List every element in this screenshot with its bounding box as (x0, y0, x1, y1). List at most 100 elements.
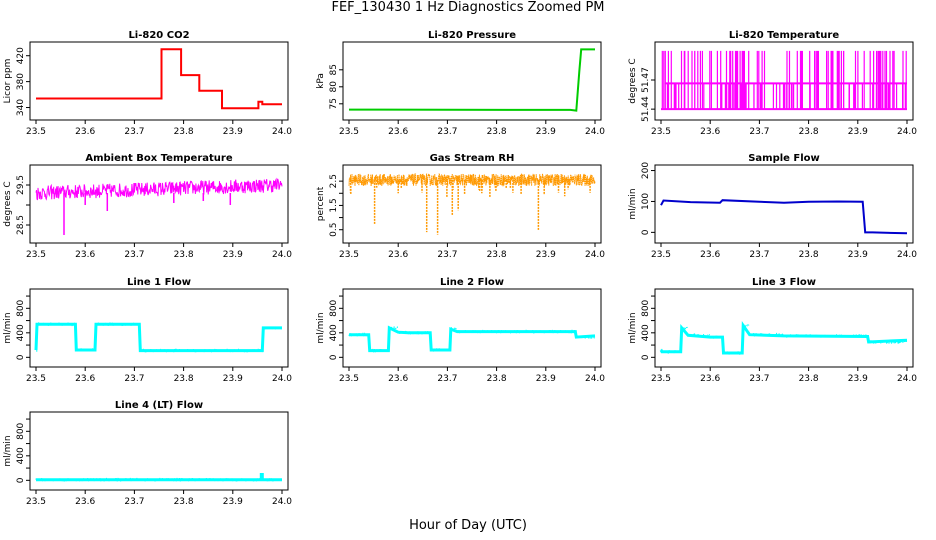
panel-title: Li-820 CO2 (128, 30, 189, 41)
x-tick-label: 23.9 (536, 374, 556, 384)
plot-frame (342, 164, 602, 244)
x-tick-label: 23.6 (75, 250, 95, 260)
y-tick-label: 0 (16, 477, 26, 483)
series-group (35, 473, 282, 482)
y-axis-label: ml/min (316, 312, 326, 343)
x-tick-label: 23.9 (848, 250, 868, 260)
y-axis-label: kPa (316, 73, 326, 89)
y-tick-label: 420 (16, 47, 26, 64)
plot-frame (29, 41, 289, 121)
series-line (36, 48, 282, 110)
panel-2: Li-820 Temperature 23.5 23.6 23.7 23.8 23.9 24… (628, 30, 917, 137)
panel-1: Li-820 Pressure 23.5 23.6 23.7 23.8 23.9 24.0 7… (316, 30, 605, 137)
y-tick-label: 0 (641, 229, 651, 235)
x-tick-label: 24.0 (272, 374, 292, 384)
series-line (36, 473, 282, 482)
plot-frame (342, 288, 602, 368)
series-noise (348, 326, 595, 353)
y-tick-label: 400 (16, 324, 26, 341)
x-tick-label: 23.7 (749, 127, 769, 137)
series-line (660, 199, 908, 235)
x-tick-label: 23.8 (487, 374, 507, 384)
x-tick-label: 23.8 (799, 250, 819, 260)
panel-title: Li-820 Temperature (729, 30, 839, 41)
panel-title: Line 3 Flow (752, 277, 816, 288)
x-tick-label: 24.0 (585, 374, 605, 384)
panel-title: Gas Stream RH (430, 153, 515, 164)
series-group (660, 199, 908, 235)
y-axis-label: ml/min (628, 188, 638, 219)
panel-0: Li-820 CO2 23.5 23.6 23.7 23.8 23.9 24.0 340 380… (3, 30, 292, 137)
y-tick-label: 100 (641, 193, 651, 210)
y-tick-label: 200 (641, 162, 651, 179)
x-tick-label: 23.7 (124, 497, 144, 507)
panel-4: Gas Stream RH 23.5 23.6 23.7 23.8 23.9 24.0 0.5… (316, 153, 605, 260)
panel-title: Ambient Box Temperature (85, 153, 232, 164)
x-tick-label: 23.5 (651, 127, 671, 137)
panel-6: Line 1 Flow 23.5 23.6 23.7 23.8 23.9 24.0 0 400 8… (3, 277, 292, 384)
plot-frame (654, 41, 914, 121)
x-tick-label: 23.8 (174, 497, 194, 507)
series-noise (35, 474, 282, 482)
y-tick-label: 0 (16, 354, 26, 360)
series-group (348, 172, 596, 235)
y-tick-label: 800 (641, 299, 651, 316)
x-tick-label: 23.6 (75, 374, 95, 384)
x-tick-label: 23.6 (388, 250, 408, 260)
x-tick-label: 24.0 (585, 127, 605, 137)
series-dips (349, 179, 591, 235)
x-tick-label: 23.6 (75, 127, 95, 137)
series-group (348, 325, 596, 353)
panel-title: Sample Flow (748, 153, 820, 164)
plot-frame (654, 288, 914, 368)
x-tick-label: 23.7 (124, 250, 144, 260)
panel-title: Line 2 Flow (440, 277, 504, 288)
y-tick-label: 800 (329, 299, 339, 316)
x-tick-label: 23.9 (536, 127, 556, 137)
x-tick-label: 23.6 (388, 127, 408, 137)
x-tick-label: 23.5 (339, 127, 359, 137)
plot-frame (29, 288, 289, 368)
y-axis-label: ml/min (3, 312, 13, 343)
series-group (36, 48, 282, 110)
y-tick-label: 800 (16, 422, 26, 439)
y-axis-label: Licor ppm (3, 59, 13, 104)
x-tick-label: 23.7 (124, 374, 144, 384)
x-tick-label: 23.5 (651, 374, 671, 384)
y-tick-label: 80 (329, 81, 339, 93)
y-tick-label: 51.44 (641, 96, 651, 122)
plot-frame (29, 411, 289, 491)
x-tick-label: 24.0 (272, 127, 292, 137)
y-tick-label: 29.5 (16, 175, 26, 195)
x-tick-label: 23.8 (799, 127, 819, 137)
x-tick-label: 24.0 (272, 250, 292, 260)
y-tick-label: 0.5 (329, 223, 339, 237)
figure-title: FEF_130430 1 Hz Diagnostics Zoomed PM (331, 0, 605, 15)
x-tick-label: 24.0 (897, 374, 917, 384)
y-tick-label: 75 (329, 98, 339, 109)
x-tick-label: 23.7 (437, 250, 457, 260)
series-group (34, 322, 282, 353)
y-axis-label: degrees C (3, 181, 13, 226)
x-tick-label: 23.8 (799, 374, 819, 384)
x-tick-label: 23.8 (174, 250, 194, 260)
series-group (661, 50, 907, 111)
x-tick-label: 23.6 (700, 374, 720, 384)
x-tick-label: 23.5 (26, 250, 46, 260)
panel-5: Sample Flow 23.5 23.6 23.7 23.8 23.9 24.0 0 100 2… (628, 153, 917, 260)
x-tick-label: 23.6 (700, 250, 720, 260)
series-line (348, 172, 596, 188)
series-spikes (661, 50, 907, 110)
x-tick-label: 23.9 (223, 127, 243, 137)
panel-title: Line 4 (LT) Flow (115, 400, 203, 411)
x-tick-label: 23.7 (749, 250, 769, 260)
series-line (34, 322, 282, 353)
series-dips (63, 193, 232, 235)
series-line (348, 48, 595, 112)
x-tick-label: 23.8 (174, 127, 194, 137)
y-tick-label: 380 (16, 73, 26, 90)
x-tick-label: 23.9 (223, 250, 243, 260)
y-tick-label: 2.5 (329, 174, 339, 188)
x-tick-label: 23.5 (651, 250, 671, 260)
series-noise (35, 322, 282, 353)
